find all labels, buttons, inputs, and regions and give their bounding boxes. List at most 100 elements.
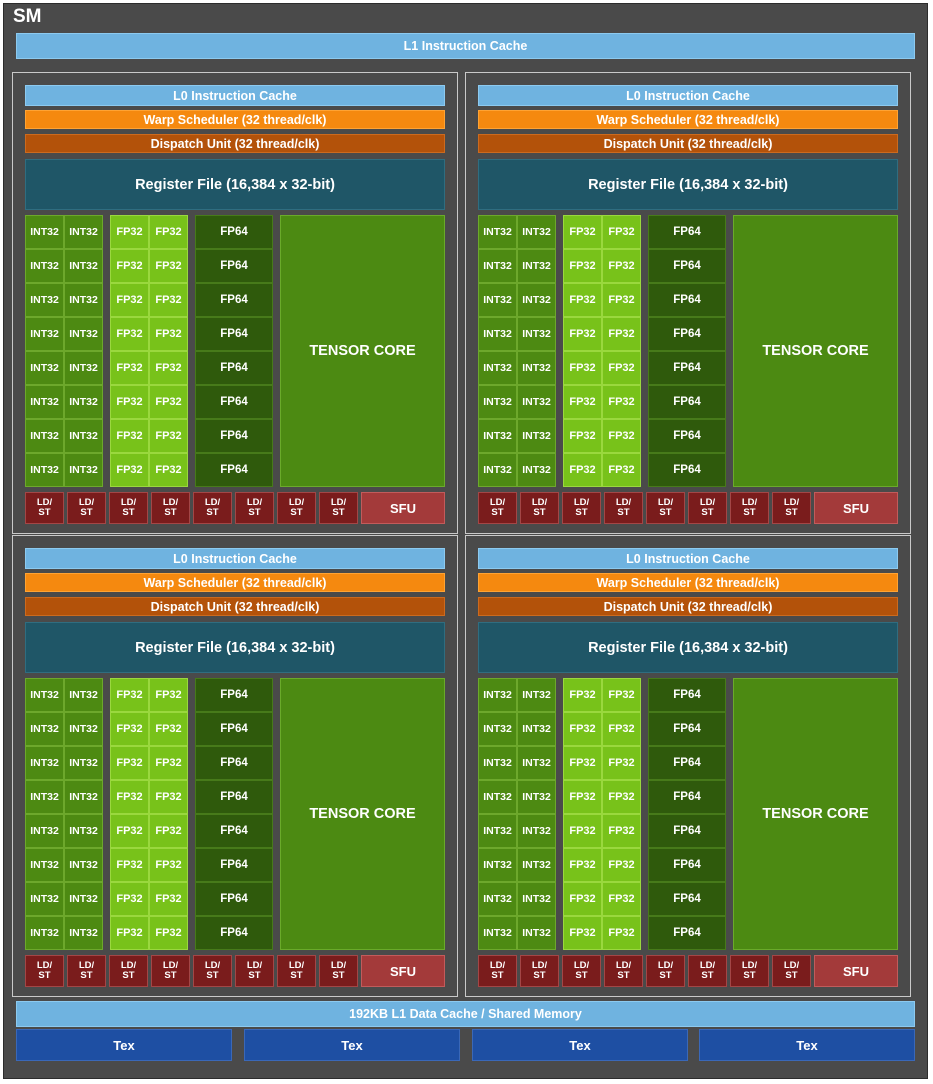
ld-st-label-bottom: ST [332, 970, 345, 981]
int32-core: INT32 [478, 283, 517, 317]
ld-st-unit: LD/ST [562, 492, 601, 524]
fp32-core: FP32 [110, 453, 149, 487]
ld-st-label-bottom: ST [80, 970, 93, 981]
fp32-core: FP32 [110, 419, 149, 453]
ld-st-label-top: LD/ [162, 497, 179, 508]
ld-st-label-bottom: ST [122, 507, 135, 518]
ld-st-unit: LD/ST [772, 955, 811, 987]
fp32-core: FP32 [563, 848, 602, 882]
fp64-core: FP64 [195, 317, 273, 351]
fp32-core: FP32 [149, 385, 188, 419]
ld-st-unit: LD/ST [25, 492, 64, 524]
int32-core: INT32 [25, 453, 64, 487]
ld-st-unit: LD/ST [562, 955, 601, 987]
int32-core: INT32 [517, 712, 556, 746]
fp64-core: FP64 [648, 249, 726, 283]
fp32-core: FP32 [149, 678, 188, 712]
ld-st-label-top: LD/ [288, 497, 305, 508]
warp-scheduler: Warp Scheduler (32 thread/clk) [478, 573, 898, 592]
fp32-core: FP32 [149, 249, 188, 283]
int32-core: INT32 [478, 419, 517, 453]
ld-st-label-bottom: ST [332, 507, 345, 518]
ld-st-label-bottom: ST [38, 970, 51, 981]
fp32-core: FP32 [149, 351, 188, 385]
ld-st-unit: LD/ST [688, 492, 727, 524]
int32-core: INT32 [64, 848, 103, 882]
ld-st-label-top: LD/ [36, 497, 53, 508]
int32-core: INT32 [25, 678, 64, 712]
ld-st-label-bottom: ST [575, 970, 588, 981]
fp64-core: FP64 [648, 419, 726, 453]
ld-st-label-bottom: ST [701, 507, 714, 518]
fp64-core: FP64 [648, 882, 726, 916]
fp32-core: FP32 [110, 317, 149, 351]
int32-core: INT32 [478, 916, 517, 950]
ld-st-label-bottom: ST [164, 970, 177, 981]
int32-core: INT32 [25, 814, 64, 848]
fp32-core: FP32 [149, 814, 188, 848]
int32-core: INT32 [64, 780, 103, 814]
ld-st-label-top: LD/ [204, 960, 221, 971]
fp64-core: FP64 [195, 351, 273, 385]
ld-st-label-bottom: ST [743, 507, 756, 518]
ld-st-label-top: LD/ [741, 960, 758, 971]
int32-core: INT32 [478, 249, 517, 283]
fp32-core: FP32 [563, 746, 602, 780]
ld-st-unit: LD/ST [646, 955, 685, 987]
ld-st-label-bottom: ST [122, 970, 135, 981]
register-file: Register File (16,384 x 32-bit) [25, 159, 445, 210]
ld-st-label-bottom: ST [206, 970, 219, 981]
ld-st-label-bottom: ST [290, 970, 303, 981]
int32-core: INT32 [64, 746, 103, 780]
ld-st-label-bottom: ST [38, 507, 51, 518]
int32-core: INT32 [64, 678, 103, 712]
ld-st-unit: LD/ST [109, 955, 148, 987]
fp32-core: FP32 [149, 712, 188, 746]
ld-st-unit: LD/ST [151, 955, 190, 987]
int32-core: INT32 [64, 385, 103, 419]
ld-st-label-bottom: ST [659, 970, 672, 981]
fp64-core: FP64 [648, 780, 726, 814]
int32-core: INT32 [64, 317, 103, 351]
fp32-core: FP32 [149, 283, 188, 317]
fp32-core: FP32 [149, 882, 188, 916]
fp64-core: FP64 [648, 678, 726, 712]
fp32-core: FP32 [563, 249, 602, 283]
int32-core: INT32 [478, 351, 517, 385]
ld-st-label-bottom: ST [164, 507, 177, 518]
ld-st-unit: LD/ST [193, 955, 232, 987]
int32-core: INT32 [517, 385, 556, 419]
ld-st-label-top: LD/ [573, 497, 590, 508]
fp32-core: FP32 [602, 249, 641, 283]
int32-core: INT32 [478, 780, 517, 814]
fp32-core: FP32 [110, 712, 149, 746]
int32-core: INT32 [64, 249, 103, 283]
int32-core: INT32 [478, 814, 517, 848]
fp32-core: FP32 [149, 419, 188, 453]
register-file: Register File (16,384 x 32-bit) [478, 622, 898, 673]
int32-core: INT32 [517, 678, 556, 712]
tex-unit: Tex [16, 1029, 232, 1061]
ld-st-label-top: LD/ [330, 960, 347, 971]
int32-core: INT32 [478, 385, 517, 419]
ld-st-label-top: LD/ [120, 960, 137, 971]
ld-st-label-top: LD/ [657, 960, 674, 971]
int32-core: INT32 [64, 351, 103, 385]
fp64-core: FP64 [648, 351, 726, 385]
fp64-core: FP64 [648, 916, 726, 950]
fp32-core: FP32 [563, 385, 602, 419]
ld-st-unit: LD/ST [25, 955, 64, 987]
ld-st-label-bottom: ST [533, 507, 546, 518]
fp32-core: FP32 [563, 882, 602, 916]
int32-core: INT32 [64, 916, 103, 950]
ld-st-unit: LD/ST [277, 492, 316, 524]
fp32-core: FP32 [602, 882, 641, 916]
fp32-core: FP32 [110, 249, 149, 283]
int32-core: INT32 [517, 453, 556, 487]
ld-st-label-top: LD/ [531, 497, 548, 508]
ld-st-label-bottom: ST [80, 507, 93, 518]
ld-st-label-bottom: ST [290, 507, 303, 518]
ld-st-unit: LD/ST [319, 492, 358, 524]
l1-data-cache: 192KB L1 Data Cache / Shared Memory [16, 1001, 915, 1027]
int32-core: INT32 [25, 848, 64, 882]
